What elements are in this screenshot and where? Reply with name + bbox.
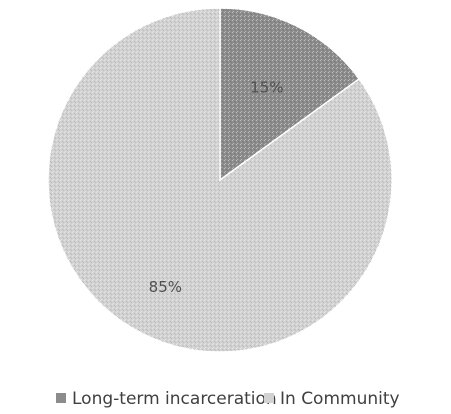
pie-data-label-long-term-incarceration: 15% bbox=[250, 79, 283, 97]
pie-data-label-in-community: 85% bbox=[149, 278, 182, 296]
legend-swatch-in-community bbox=[264, 393, 274, 403]
legend: Long-term incarceration In Community bbox=[56, 389, 400, 409]
legend-label-long-term-incarceration: Long-term incarceration bbox=[72, 389, 277, 409]
pie-data-labels: 15% 85% bbox=[149, 79, 284, 296]
pie-slice-texture-long-term-incarceration bbox=[220, 8, 360, 180]
legend-swatch-long-term-incarceration bbox=[56, 393, 66, 403]
legend-label-in-community: In Community bbox=[280, 389, 400, 409]
pie-slices bbox=[47, 7, 393, 353]
pie-slice-texture-in-community bbox=[47, 8, 393, 352]
